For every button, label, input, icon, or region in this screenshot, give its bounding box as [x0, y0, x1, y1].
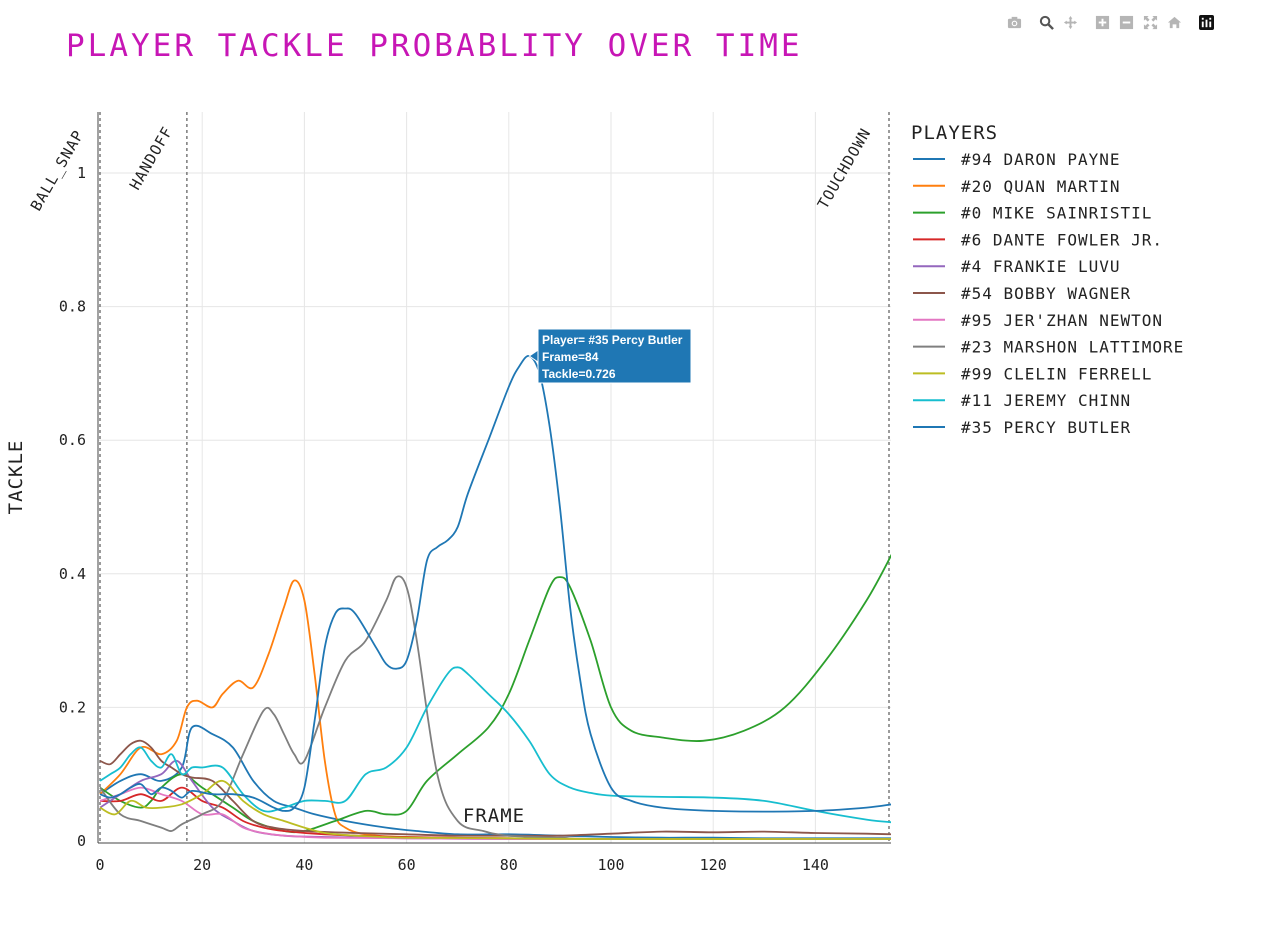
series-line[interactable] — [99, 759, 892, 840]
x-tick-label: 60 — [398, 856, 416, 874]
legend-label: #4 FRANKIE LUVU — [961, 257, 1121, 276]
series-line[interactable] — [99, 779, 892, 840]
legend-item[interactable]: #11 JEREMY CHINN — [913, 391, 1131, 410]
legend-label: #20 QUAN MARTIN — [961, 177, 1121, 196]
event-lines: BALL_SNAP HANDOFF TOUCHDOWN — [27, 112, 890, 843]
tooltip-line: Tackle=0.726 — [542, 367, 616, 381]
x-tick-label: 100 — [597, 856, 624, 874]
x-tick-label: 40 — [295, 856, 313, 874]
autoscale-icon[interactable] — [1140, 12, 1160, 32]
series-line[interactable] — [99, 666, 892, 824]
legend-label: #0 MIKE SAINRISTIL — [961, 204, 1152, 223]
modebar — [1004, 12, 1220, 32]
legend-label: #94 DARON PAYNE — [961, 150, 1121, 169]
plot-area[interactable] — [99, 355, 892, 840]
axes: 0 20 40 60 80 100 120 140 0 0.2 0.4 0.6 0.8 1 FRAME TAC… — [5, 112, 891, 874]
zoom-out-icon[interactable] — [1116, 12, 1136, 32]
y-tick-label: 1 — [77, 164, 86, 182]
legend-item[interactable]: #0 MIKE SAINRISTIL — [913, 204, 1152, 223]
series-line[interactable] — [99, 355, 892, 813]
grid — [98, 112, 891, 843]
legend-item[interactable]: #35 PERCY BUTLER — [913, 418, 1131, 437]
y-axis-title: TACKLE — [5, 440, 27, 515]
series-line[interactable] — [99, 575, 892, 840]
chart-title: PLAYER TACKLE PROBABLITY OVER TIME — [66, 28, 803, 64]
pan-icon[interactable] — [1060, 12, 1080, 32]
legend-item[interactable]: #23 MARSHON LATTIMORE — [913, 338, 1184, 357]
legend-item[interactable]: #95 JER'ZHAN NEWTON — [913, 311, 1163, 330]
legend-label: #99 CLELIN FERRELL — [961, 364, 1152, 383]
legend-label: #95 JER'ZHAN NEWTON — [961, 311, 1163, 330]
legend-label: #11 JEREMY CHINN — [961, 391, 1131, 410]
event-label: TOUCHDOWN — [814, 125, 875, 212]
y-tick-label: 0 — [77, 832, 86, 850]
legend: PLAYERS #94 DARON PAYNE #20 QUAN MARTIN #0 … — [911, 122, 1184, 437]
legend-item[interactable]: #20 QUAN MARTIN — [913, 177, 1121, 196]
camera-icon[interactable] — [1004, 12, 1024, 32]
tooltip-box — [537, 328, 692, 384]
hover-tooltip: Player= #35 Percy Butler Frame=84 Tackle=0… — [528, 328, 692, 384]
legend-item[interactable]: #99 CLELIN FERRELL — [913, 364, 1152, 383]
reset-axes-icon[interactable] — [1164, 12, 1184, 32]
zoom-icon[interactable] — [1036, 12, 1056, 32]
x-tick-label: 20 — [193, 856, 211, 874]
y-tick-label: 0.4 — [59, 565, 86, 583]
legend-item[interactable]: #6 DANTE FOWLER JR. — [913, 230, 1163, 249]
legend-item[interactable]: #54 BOBBY WAGNER — [913, 284, 1131, 303]
legend-title: PLAYERS — [911, 122, 998, 144]
x-tick-label: 120 — [700, 856, 727, 874]
y-tick-label: 0.2 — [59, 698, 86, 716]
y-tick-label: 0.8 — [59, 298, 86, 316]
x-axis-title: FRAME — [463, 805, 525, 827]
zoom-in-icon[interactable] — [1092, 12, 1112, 32]
legend-label: #6 DANTE FOWLER JR. — [961, 230, 1163, 249]
plotly-logo-icon[interactable] — [1196, 12, 1216, 32]
series-line[interactable] — [99, 739, 892, 837]
tooltip-line: Player= #35 Percy Butler — [542, 333, 683, 347]
legend-label: #35 PERCY BUTLER — [961, 418, 1131, 437]
event-label: HANDOFF — [126, 123, 177, 193]
series-line[interactable] — [99, 579, 892, 840]
legend-item[interactable]: #4 FRANKIE LUVU — [913, 257, 1121, 276]
y-tick-label: 0.6 — [59, 431, 86, 449]
legend-label: #54 BOBBY WAGNER — [961, 284, 1131, 303]
series-line[interactable] — [99, 553, 892, 834]
series-line[interactable] — [99, 724, 892, 840]
tooltip-line: Frame=84 — [542, 350, 599, 364]
legend-label: #23 MARSHON LATTIMORE — [961, 338, 1184, 357]
x-tick-label: 80 — [500, 856, 518, 874]
x-tick-label: 140 — [802, 856, 829, 874]
x-tick-label: 0 — [95, 856, 104, 874]
legend-item[interactable]: #94 DARON PAYNE — [913, 150, 1121, 169]
